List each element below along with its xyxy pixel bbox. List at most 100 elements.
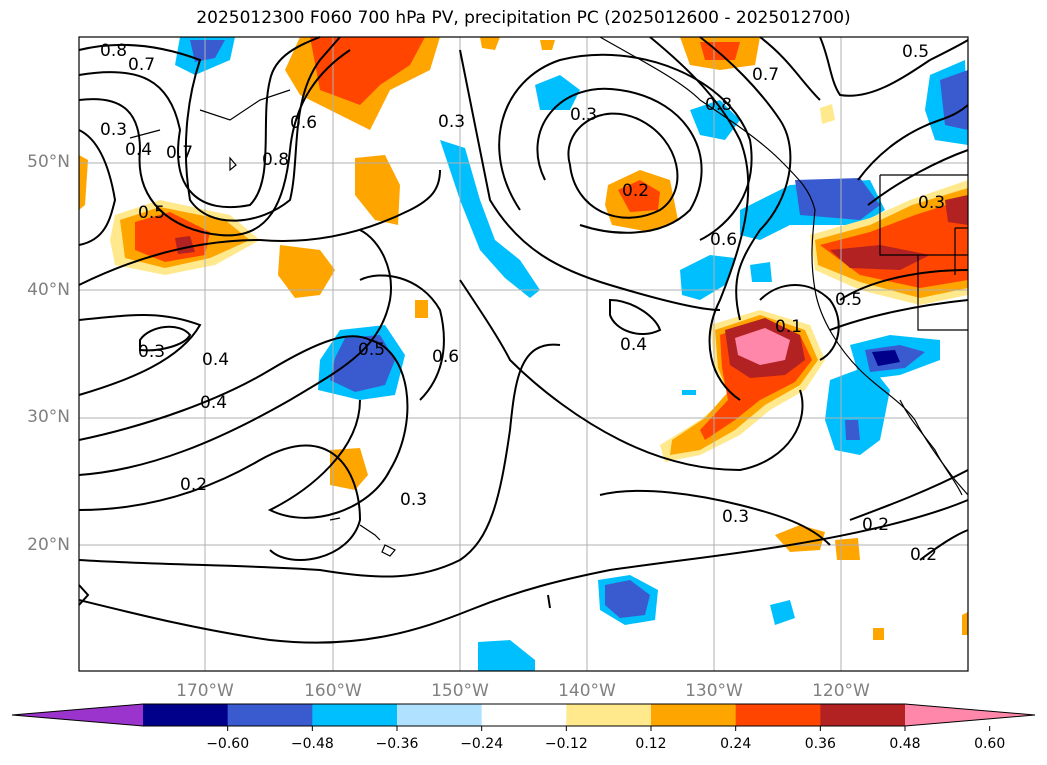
precip-blob (750, 262, 772, 282)
contour-label: 0.6 (710, 230, 737, 250)
colorbar-tick-label: −0.24 (460, 736, 504, 752)
colorbar-segment (397, 704, 483, 726)
precip-blob (330, 335, 395, 392)
contour-label: 0.4 (620, 335, 647, 355)
lat-label-50n: 50°N (27, 152, 70, 172)
precip-blob (873, 628, 884, 640)
coastlines (129, 36, 969, 557)
contour-label: 0.3 (100, 120, 127, 140)
precip-blob (680, 255, 735, 300)
precip-blob (825, 365, 890, 455)
precip-blob (872, 350, 900, 366)
lon-label-140w: 140°W (558, 681, 616, 701)
precip-blob (845, 420, 860, 440)
colorbar (11, 703, 1036, 731)
contour-label: 0.3 (400, 490, 427, 510)
precip-blob (682, 390, 696, 395)
precip-blob (310, 37, 425, 105)
colorbar-segment (227, 704, 313, 726)
colorbar-tick-label: −0.36 (375, 736, 419, 752)
colorbar-tick-label: 0.12 (635, 736, 667, 752)
colorbar-tick-label: 0.24 (720, 736, 752, 752)
precip-blob (690, 100, 740, 140)
precip-blob (415, 300, 428, 318)
colorbar-segment (651, 704, 737, 726)
contour-label: 0.7 (752, 65, 779, 85)
colorbar-segment (566, 704, 652, 726)
colorbar-segment (481, 704, 567, 726)
precip-blob (940, 70, 968, 130)
lon-label-150w: 150°W (431, 681, 489, 701)
precip-blob (79, 155, 88, 210)
precip-blob (535, 75, 580, 110)
contour-label: 0.2 (180, 475, 207, 495)
lon-label-170w: 170°W (176, 681, 234, 701)
contour-label: 0.6 (432, 347, 459, 367)
precip-blob (962, 612, 968, 635)
contour-label: 0.6 (290, 113, 317, 133)
colorbar-tick-label: −0.12 (544, 736, 588, 752)
precip-blob (355, 155, 400, 225)
precip-blob (945, 195, 968, 225)
contour-label: 0.8 (705, 95, 732, 115)
contour-label: 0.3 (438, 112, 465, 132)
colorbar-segment (143, 704, 229, 726)
precip-blob (478, 640, 535, 671)
precip-blob (820, 104, 835, 124)
precip-blob (540, 40, 555, 50)
precip-blob (618, 180, 660, 212)
colorbar-tick-label: −0.60 (206, 736, 250, 752)
contour-label: 0.8 (100, 41, 127, 61)
precip-blob (775, 525, 825, 552)
colorbar-tick-label: 0.36 (804, 736, 836, 752)
contour-label: 0.4 (202, 350, 229, 370)
lat-label-30n: 30°N (27, 407, 70, 427)
precip-blob (278, 245, 335, 298)
precip-blob (330, 448, 368, 490)
precip-blob (795, 178, 880, 220)
precip-blob (830, 245, 930, 270)
contour-label: 0.5 (358, 340, 385, 360)
colorbar-outline (11, 703, 1036, 727)
colorbar-segment (312, 704, 398, 726)
precip-blob (440, 140, 540, 298)
lat-label-40n: 40°N (27, 280, 70, 300)
precip-blob (835, 538, 860, 560)
colorbar-tick-label: −0.48 (290, 736, 334, 752)
contour-labels: 0.8 0.7 0.3 0.4 0.7 0.8 0.6 0.3 0.3 0.2 … (100, 41, 945, 565)
colorbar-extend-max (905, 704, 1035, 726)
contour-label: 0.7 (166, 143, 193, 163)
lat-label-20n: 20°N (27, 535, 70, 555)
colorbar-tick-label: 0.48 (889, 736, 921, 752)
colorbar-extend-min (12, 704, 143, 726)
precip-blob (770, 600, 795, 625)
contour-label: 0.5 (138, 203, 165, 223)
contour-label: 0.5 (835, 290, 862, 310)
contour-label: 0.7 (128, 55, 155, 75)
contour-label: 0.8 (262, 150, 289, 170)
colorbar-tick-label: 0.60 (974, 736, 1006, 752)
contour-label: 0.3 (918, 193, 945, 213)
precip-blob (605, 580, 650, 618)
precip-blob (700, 42, 740, 60)
contour-label: 0.4 (200, 393, 227, 413)
lon-label-120w: 120°W (812, 681, 870, 701)
contour-label: 0.1 (775, 317, 802, 337)
colorbar-segment (820, 704, 906, 726)
map-title: 2025012300 F060 700 hPa PV, precipitatio… (196, 8, 851, 28)
contour-label: 0.2 (910, 545, 937, 565)
lon-label-160w: 160°W (304, 681, 362, 701)
pv-contours (78, 36, 969, 644)
contour-label: 0.2 (862, 515, 889, 535)
lon-label-130w: 130°W (685, 681, 743, 701)
map-frame (78, 36, 969, 672)
contour-label: 0.3 (138, 342, 165, 362)
contour-label: 0.5 (902, 42, 929, 62)
contour-label: 0.3 (722, 507, 749, 527)
precip-blob (480, 37, 500, 50)
colorbar-segment (735, 704, 821, 726)
contour-label: 0.4 (125, 140, 152, 160)
precip-blob (735, 328, 790, 365)
precip-blob (190, 40, 225, 62)
